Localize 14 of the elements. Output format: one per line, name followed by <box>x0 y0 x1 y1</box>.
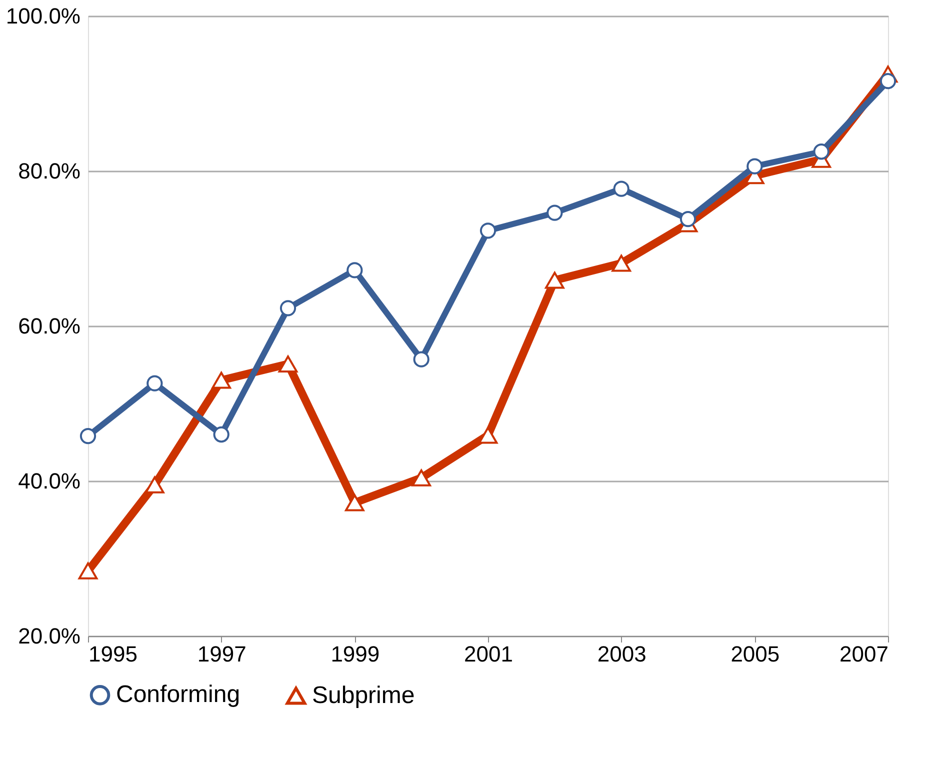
x-tick-label: 1997 <box>197 642 246 666</box>
legend-label: Subprime <box>312 682 415 709</box>
x-tick-label: 1999 <box>330 642 380 666</box>
x-tick-label: 2003 <box>597 642 646 666</box>
y-tick-label: 100.0% <box>6 4 80 28</box>
y-tick-label: 60.0% <box>18 314 80 338</box>
y-tick-label: 40.0% <box>18 468 80 494</box>
x-tick-label: 2001 <box>464 642 513 666</box>
x-tick-label: 2005 <box>730 642 780 666</box>
x-tick-label: 1995 <box>88 642 138 666</box>
y-tick-label: 20.0% <box>18 624 80 648</box>
x-tick-label: 2007 <box>840 642 888 666</box>
legend-label: Conforming <box>116 681 240 708</box>
y-tick-label: 80.0% <box>18 158 80 184</box>
